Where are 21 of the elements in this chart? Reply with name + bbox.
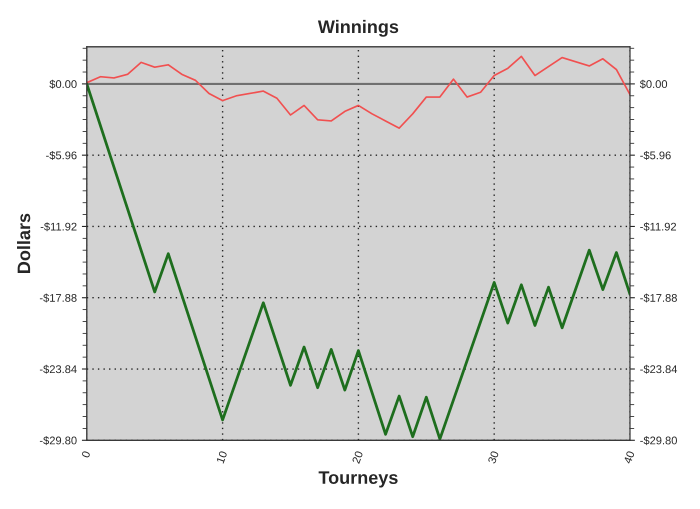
y2-tick-label: -$11.92 bbox=[640, 222, 676, 232]
x-tick-label: 30 bbox=[488, 450, 499, 464]
x-tick-label: 10 bbox=[216, 450, 228, 464]
y-tick-label: -$29.80 bbox=[40, 436, 77, 446]
line-series bbox=[86, 56, 630, 129]
y-axis-title: Dollars bbox=[17, 214, 30, 273]
y-tick-label: -$5.96 bbox=[46, 150, 77, 160]
y2-tick-label: -$17.88 bbox=[640, 294, 677, 303]
y2-tick-label: -$29.80 bbox=[640, 436, 677, 446]
chart-title: Winnings bbox=[318, 20, 398, 37]
y-tick-label: -$23.84 bbox=[40, 364, 77, 374]
y-tick-label: -$17.88 bbox=[40, 294, 77, 303]
y2-tick-label: $0.00 bbox=[640, 80, 668, 89]
y2-tick-label: -$23.84 bbox=[640, 364, 678, 374]
y-tick-label: -$11.92 bbox=[40, 222, 77, 232]
x-tick-label: 0 bbox=[81, 450, 91, 458]
y2-tick-label: -$5.96 bbox=[640, 150, 671, 160]
y-tick-label: $0.00 bbox=[49, 80, 77, 89]
x-axis-title: Tourneys bbox=[318, 471, 398, 488]
x-tick-label: 20 bbox=[352, 450, 364, 464]
x-tick-label: 40 bbox=[623, 450, 635, 464]
